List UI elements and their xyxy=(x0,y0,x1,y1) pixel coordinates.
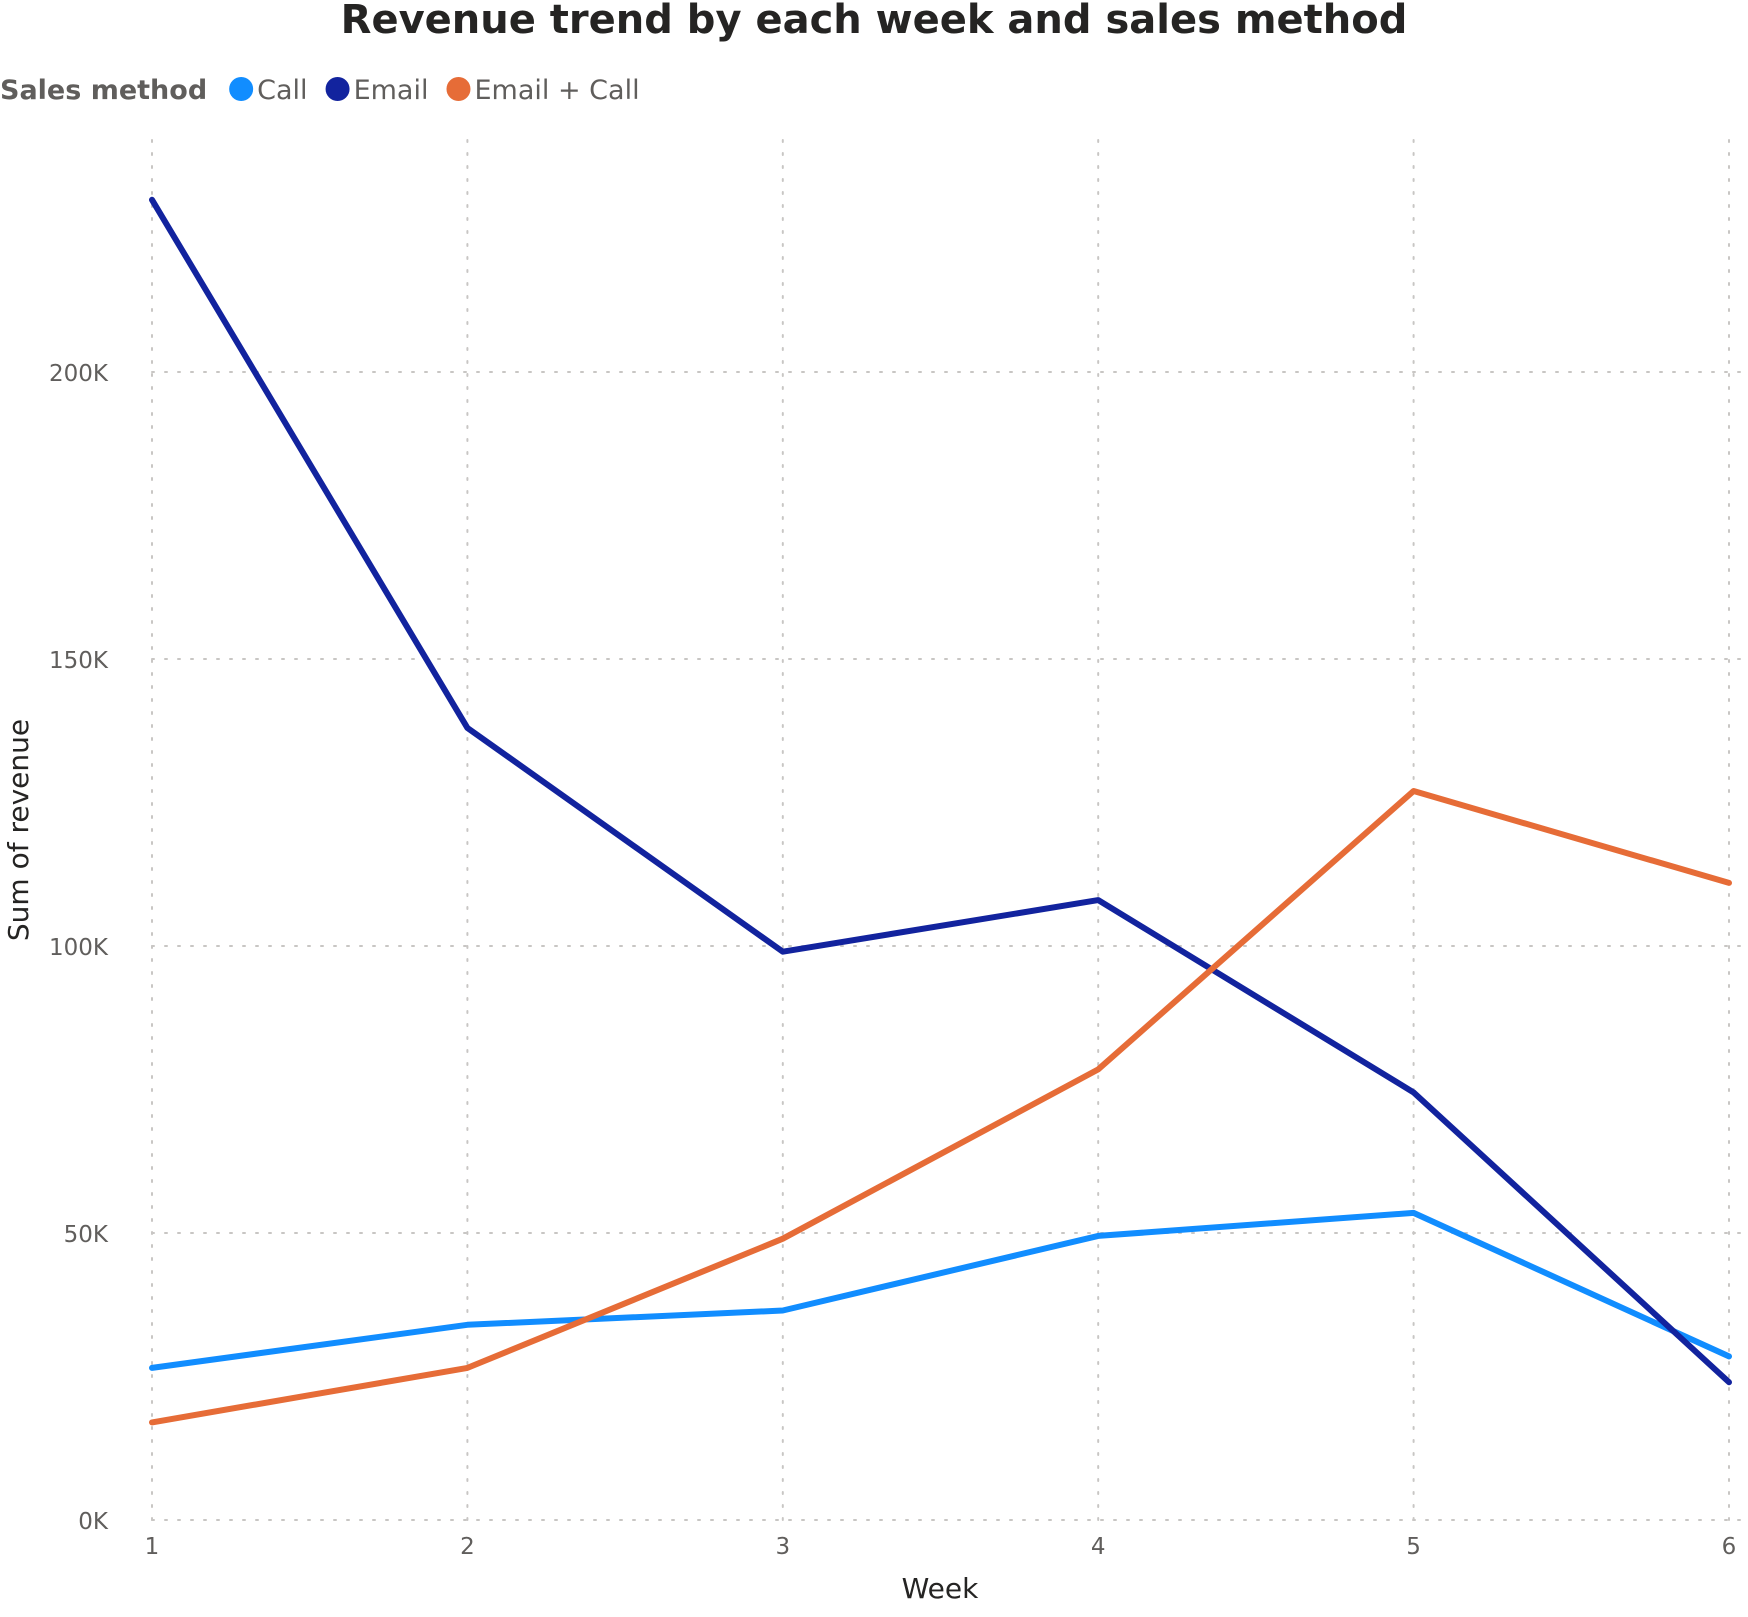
y-tick-label: 100K xyxy=(49,935,109,961)
legend-marker-call xyxy=(229,77,254,101)
y-tick-label: 0K xyxy=(78,1509,109,1535)
legend-marker-email xyxy=(325,77,350,101)
legend-title: Sales method xyxy=(0,75,207,106)
legend-item-email-call[interactable]: Email + Call xyxy=(446,75,640,106)
y-tick-label: 50K xyxy=(64,1222,109,1248)
y-tick-label: 200K xyxy=(49,361,109,387)
y-axis-tick-labels: 0K 50K 100K 150K 200K xyxy=(49,361,109,1535)
series-line-email-call[interactable] xyxy=(149,788,1732,1426)
x-tick-label: 6 xyxy=(1722,1534,1737,1560)
series-line-email[interactable] xyxy=(149,196,1732,1386)
x-tick-label: 1 xyxy=(145,1534,160,1560)
legend-item-call[interactable]: Call xyxy=(229,75,308,106)
y-axis-title: Sum of revenue xyxy=(2,719,35,941)
series-line-call[interactable] xyxy=(149,1209,1732,1371)
y-tick-label: 150K xyxy=(49,648,109,674)
x-axis-tick-labels: 1 2 3 4 5 6 xyxy=(145,1534,1737,1560)
legend-label-call: Call xyxy=(257,75,307,106)
legend-marker-email-call xyxy=(446,77,471,101)
x-tick-label: 4 xyxy=(1091,1534,1106,1560)
legend-label-email: Email xyxy=(354,75,429,106)
series-lines xyxy=(149,196,1732,1426)
x-tick-label: 5 xyxy=(1406,1534,1421,1560)
horizontal-gridlines xyxy=(151,371,1744,1521)
legend: Sales method Call Email Email + Call xyxy=(0,75,640,106)
x-tick-label: 2 xyxy=(460,1534,475,1560)
x-tick-label: 3 xyxy=(775,1534,790,1560)
chart-title: Revenue trend by each week and sales met… xyxy=(341,0,1408,43)
x-axis-title: Week xyxy=(902,1572,979,1605)
vertical-gridlines xyxy=(151,139,1730,1521)
legend-label-email-call: Email + Call xyxy=(474,75,639,106)
legend-item-email[interactable]: Email xyxy=(325,75,429,106)
